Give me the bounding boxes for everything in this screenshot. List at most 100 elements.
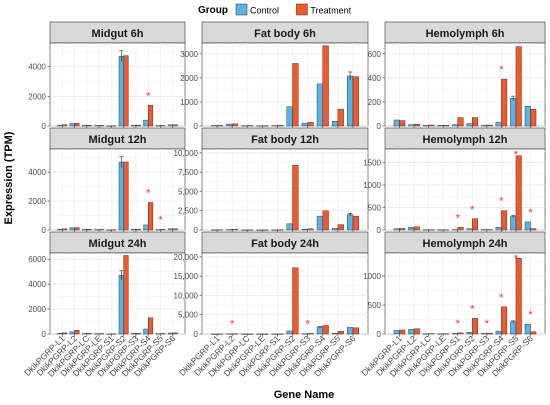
significance-marker: *: [528, 207, 533, 219]
bar-treatment-dkikpgrp-s4: [501, 306, 508, 335]
y-tick-label: 10,000: [174, 149, 199, 158]
bar-treatment-dkikpgrp-s3: [307, 122, 314, 127]
bar-control-dkikpgrp-s2: [286, 223, 293, 231]
bar-treatment-dkikpgrp-s3: [135, 228, 141, 231]
bar-treatment-dkikpgrp-s1: [111, 333, 117, 335]
bar-treatment-dkikpgrp-s2: [472, 218, 479, 231]
bar-treatment-dkikpgrp-s5: [337, 224, 344, 231]
bar-treatment-dkikpgrp-s5: [515, 46, 522, 127]
y-tick-label: 500: [368, 204, 382, 213]
bar-treatment-dkikpgrp-l2: [231, 229, 239, 231]
bar-control-dkikpgrp-s4: [143, 328, 149, 335]
panel-title: Fat body 12h: [251, 134, 319, 146]
bar-control-dkikpgrp-le: [437, 125, 444, 127]
bar-treatment-dkikpgrp-l2: [74, 330, 80, 335]
y-tick-label: 600: [368, 50, 382, 59]
bar-treatment-dkikpgrp-s6: [172, 332, 178, 335]
bar-control-dkikpgrp-s5: [155, 125, 161, 127]
bar-treatment-dkikpgrp-l1: [62, 124, 68, 127]
bar-control-dkikpgrp-le: [256, 125, 263, 127]
bar-control-dkikpgrp-s2: [118, 161, 124, 231]
bar-treatment-dkikpgrp-s2: [292, 63, 299, 127]
bar-treatment-dkikpgrp-s1: [277, 229, 284, 231]
bar-control-dkikpgrp-s1: [106, 229, 112, 231]
bar-treatment-dkikpgrp-l1: [399, 228, 406, 231]
bar-control-dkikpgrp-s3: [301, 229, 308, 231]
bar-treatment-dkikpgrp-s2: [472, 117, 479, 127]
bar-treatment-dkikpgrp-s3: [486, 124, 493, 127]
bar-treatment-dkikpgrp-l2: [74, 123, 80, 127]
bar-treatment-dkikpgrp-s2: [123, 55, 129, 127]
bar-treatment-dkikpgrp-s1: [111, 125, 117, 127]
y-tick-label: 0: [194, 330, 199, 339]
y-tick-label: 15,000: [174, 272, 199, 281]
bar-treatment-dkikpgrp-s5: [160, 333, 166, 335]
bar-control-dkikpgrp-s2: [118, 56, 124, 127]
bar-control-dkikpgrp-s6: [167, 228, 173, 231]
bar-control-dkikpgrp-s5: [331, 228, 339, 231]
bar-treatment-dkikpgrp-le: [262, 229, 269, 231]
bar-control-dkikpgrp-lc: [81, 125, 87, 127]
panel-fat-body-12h: Fat body 12h 0 2,500 5,000 7,500 10,000: [174, 127, 369, 235]
bar-treatment-dkikpgrp-lc: [428, 124, 435, 127]
bar-control-dkikpgrp-l1: [57, 228, 63, 231]
y-tick-label: 0: [377, 122, 382, 131]
bar-control-dkikpgrp-s5: [155, 229, 161, 231]
y-tick-label: 20,000: [174, 253, 199, 262]
panel-midgut-12h: Midgut 12h 0 2000 4000 * *: [28, 127, 186, 235]
y-tick-label: 1000: [363, 181, 381, 190]
bar-treatment-dkikpgrp-l2: [231, 123, 239, 127]
bar-control-dkikpgrp-l2: [408, 227, 415, 231]
y-tick-label: 1000: [180, 98, 198, 107]
bar-control-dkikpgrp-l2: [408, 124, 415, 127]
y-tick-label: 2000: [180, 74, 198, 83]
bar-control-dkikpgrp-s4: [495, 227, 502, 231]
bar-control-dkikpgrp-l2: [69, 123, 75, 127]
y-tick-label: 10,000: [174, 291, 199, 300]
y-tick-label: 3000: [180, 50, 198, 59]
bar-treatment-dkikpgrp-l1: [216, 229, 223, 231]
bar-treatment-dkikpgrp-s2: [292, 267, 299, 335]
bar-treatment-dkikpgrp-s3: [135, 333, 141, 335]
bar-control-dkikpgrp-s4: [316, 215, 323, 231]
bar-control-dkikpgrp-s1: [271, 229, 278, 231]
bar-treatment-dkikpgrp-lc: [247, 125, 254, 127]
bar-control-dkikpgrp-s4: [495, 122, 502, 127]
significance-marker: *: [499, 292, 504, 304]
bar-treatment-dkikpgrp-s6: [530, 331, 537, 335]
y-tick-label: 2000: [28, 197, 46, 206]
bar-treatment-dkikpgrp-le: [98, 333, 104, 335]
significance-marker: *: [470, 303, 475, 315]
bar-control-dkikpgrp-s3: [131, 229, 137, 231]
bar-treatment-dkikpgrp-l1: [216, 125, 223, 127]
significance-marker: *: [514, 149, 519, 161]
panel-background: [201, 252, 369, 335]
significance-marker: *: [456, 318, 461, 330]
bar-treatment-dkikpgrp-l2: [231, 333, 239, 335]
panel-hemolymph-12h: Hemolymph 12h 0 500 1000 1500 * * * * *: [363, 127, 546, 235]
bar-treatment-dkikpgrp-s6: [352, 76, 359, 127]
significance-marker: *: [306, 318, 311, 330]
panel-background: [49, 252, 186, 335]
bar-treatment-dkikpgrp-le: [442, 333, 449, 335]
bar-treatment-dkikpgrp-le: [98, 229, 104, 231]
bar-treatment-dkikpgrp-l1: [62, 228, 68, 231]
bar-control-dkikpgrp-l2: [69, 227, 75, 231]
bar-treatment-dkikpgrp-s1: [457, 227, 464, 231]
bar-control-dkikpgrp-l2: [226, 123, 233, 127]
bar-control-dkikpgrp-s1: [106, 125, 112, 127]
bar-treatment-dkikpgrp-s5: [337, 331, 344, 335]
bar-treatment-dkikpgrp-s2: [123, 161, 129, 231]
bar-control-dkikpgrp-s4: [143, 119, 149, 127]
bar-treatment-dkikpgrp-s6: [530, 108, 537, 127]
legend-label-control: Control: [250, 6, 279, 16]
bar-treatment-dkikpgrp-s5: [160, 125, 166, 127]
y-tick-label: 400: [368, 74, 382, 83]
bar-treatment-dkikpgrp-s1: [277, 333, 284, 335]
bar-treatment-dkikpgrp-le: [262, 333, 269, 335]
bar-control-dkikpgrp-l1: [393, 119, 400, 127]
significance-marker: *: [146, 188, 151, 200]
bar-control-dkikpgrp-l1: [211, 125, 218, 127]
y-tick-label: 5,000: [178, 187, 199, 196]
